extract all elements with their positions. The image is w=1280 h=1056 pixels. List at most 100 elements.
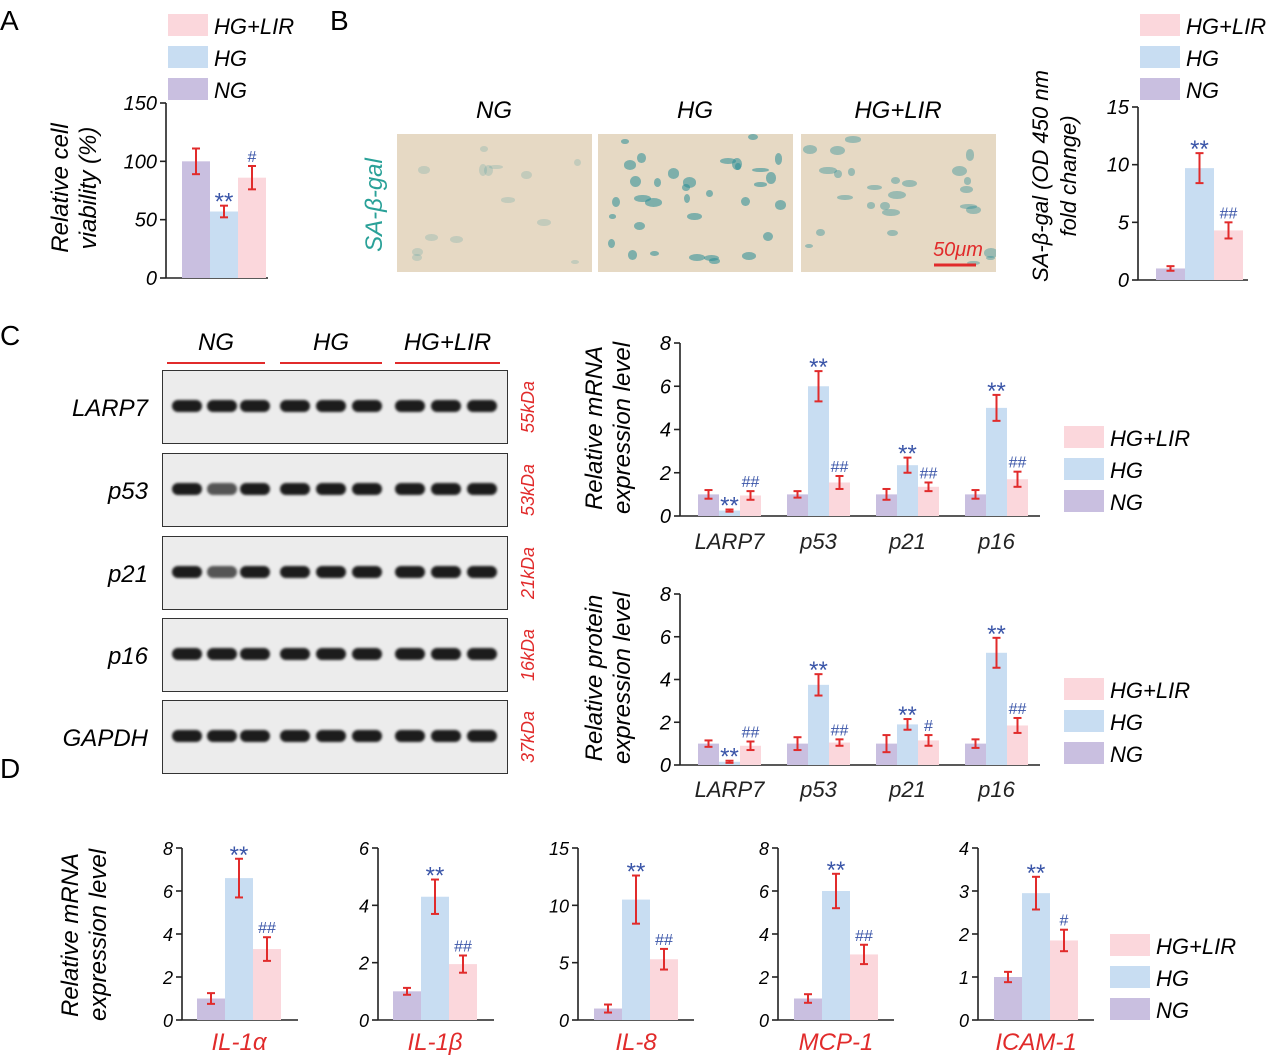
y-tick-label: 0 bbox=[146, 268, 157, 290]
y-axis-label: expression level bbox=[85, 848, 112, 1021]
bar bbox=[986, 407, 1007, 516]
legend-d-swatch bbox=[1110, 966, 1150, 988]
significance-mark: ** bbox=[987, 378, 1006, 405]
y-axis-label: Relative cell bbox=[47, 123, 74, 253]
panel-letter-C: C bbox=[0, 320, 20, 351]
legend-a-swatch bbox=[168, 78, 208, 100]
panel-letter-B: B bbox=[330, 5, 349, 36]
blot-band bbox=[240, 730, 270, 742]
y-axis-label: Relative mRNA bbox=[57, 853, 84, 1017]
legend-a-label: NG bbox=[214, 78, 247, 103]
stained-cell bbox=[741, 252, 757, 261]
bar bbox=[698, 494, 719, 516]
legend-b-swatch bbox=[1140, 14, 1180, 36]
legend-c-protein-swatch bbox=[1064, 742, 1104, 764]
y-tick-label: 4 bbox=[660, 420, 671, 442]
stained-cell bbox=[637, 153, 646, 164]
blot-band bbox=[395, 566, 425, 578]
significance-mark: ** bbox=[809, 354, 828, 381]
stained-cell bbox=[704, 254, 719, 261]
blot-band bbox=[352, 566, 382, 578]
legend-c-mrna-swatch bbox=[1064, 490, 1104, 512]
stained-cell bbox=[411, 248, 423, 257]
stained-cell bbox=[573, 158, 582, 167]
y-tick-label: 6 bbox=[759, 882, 770, 902]
blot-band bbox=[172, 566, 202, 578]
y-axis-label: expression level bbox=[609, 341, 636, 514]
legend-c-protein-label: NG bbox=[1110, 742, 1143, 767]
bar bbox=[421, 896, 449, 1020]
stained-cell bbox=[845, 136, 862, 143]
significance-mark: # bbox=[924, 718, 933, 735]
blot-group-label: HG+LIR bbox=[404, 329, 491, 356]
bar bbox=[740, 745, 761, 765]
legend-a-label: HG+LIR bbox=[214, 14, 294, 39]
stained-cell bbox=[418, 165, 431, 175]
blot-band bbox=[172, 483, 202, 495]
category-label: MCP-1 bbox=[799, 1029, 874, 1056]
blot-band bbox=[316, 648, 346, 660]
blot-protein-label: p53 bbox=[107, 478, 149, 505]
y-tick-label: 0 bbox=[359, 1011, 369, 1031]
significance-mark: ** bbox=[987, 621, 1006, 648]
y-tick-label: 8 bbox=[660, 333, 671, 355]
y-tick-label: 10 bbox=[1107, 155, 1129, 177]
significance-mark: ** bbox=[809, 657, 828, 684]
significance-mark: ## bbox=[655, 932, 673, 949]
blot-protein-label: p16 bbox=[107, 643, 149, 670]
legend-d-label: NG bbox=[1156, 998, 1189, 1023]
bar bbox=[238, 177, 266, 278]
stained-cell bbox=[887, 190, 906, 199]
stained-cell bbox=[480, 145, 488, 152]
blot-band bbox=[395, 648, 425, 660]
significance-mark: ** bbox=[720, 493, 739, 520]
stained-cell bbox=[882, 208, 900, 216]
blot-band bbox=[172, 730, 202, 742]
category-label: p53 bbox=[799, 529, 837, 554]
y-tick-label: 15 bbox=[549, 839, 570, 859]
stained-cell bbox=[667, 167, 680, 179]
blot-band bbox=[352, 483, 382, 495]
category-label: LARP7 bbox=[695, 529, 765, 554]
blot-band bbox=[172, 648, 202, 660]
stained-cell bbox=[985, 255, 996, 261]
legend-c-mrna-swatch bbox=[1064, 426, 1104, 448]
y-tick-label: 4 bbox=[359, 896, 369, 916]
blot-band bbox=[240, 400, 270, 412]
bar bbox=[197, 998, 225, 1020]
y-tick-label: 150 bbox=[124, 93, 157, 115]
stained-cell bbox=[620, 139, 629, 144]
blot-band bbox=[280, 566, 310, 578]
stained-cell bbox=[753, 182, 768, 188]
y-tick-label: 3 bbox=[959, 882, 969, 902]
significance-mark: ## bbox=[742, 724, 760, 741]
stained-cell bbox=[765, 172, 777, 184]
y-tick-label: 2 bbox=[358, 954, 369, 974]
stained-cell bbox=[774, 153, 783, 165]
category-label: IL-1α bbox=[211, 1029, 267, 1056]
legend-c-mrna-swatch bbox=[1064, 458, 1104, 480]
y-tick-label: 6 bbox=[359, 839, 370, 859]
category-label: p16 bbox=[977, 529, 1015, 554]
stained-cell bbox=[965, 149, 975, 161]
panel-letter-A: A bbox=[0, 5, 19, 36]
y-tick-label: 8 bbox=[660, 584, 671, 606]
blot-protein-label: GAPDH bbox=[63, 725, 149, 752]
blot-band bbox=[316, 400, 346, 412]
significance-mark: ## bbox=[742, 474, 760, 491]
stained-cell bbox=[803, 145, 818, 154]
y-tick-label: 4 bbox=[959, 839, 969, 859]
y-tick-label: 2 bbox=[758, 968, 769, 988]
y-tick-label: 4 bbox=[660, 670, 671, 692]
blot-band bbox=[316, 730, 346, 742]
y-axis-label: viability (%) bbox=[75, 127, 102, 250]
stained-cell bbox=[705, 189, 714, 198]
bar bbox=[1156, 268, 1185, 280]
blot-band bbox=[395, 400, 425, 412]
y-axis-label: SA-β-gal (OD 450 nm bbox=[1028, 70, 1053, 282]
significance-mark: ** bbox=[1027, 860, 1046, 887]
bar bbox=[965, 743, 986, 765]
stained-cell bbox=[709, 258, 721, 264]
stained-cell bbox=[720, 158, 737, 164]
blot-band bbox=[431, 648, 461, 660]
